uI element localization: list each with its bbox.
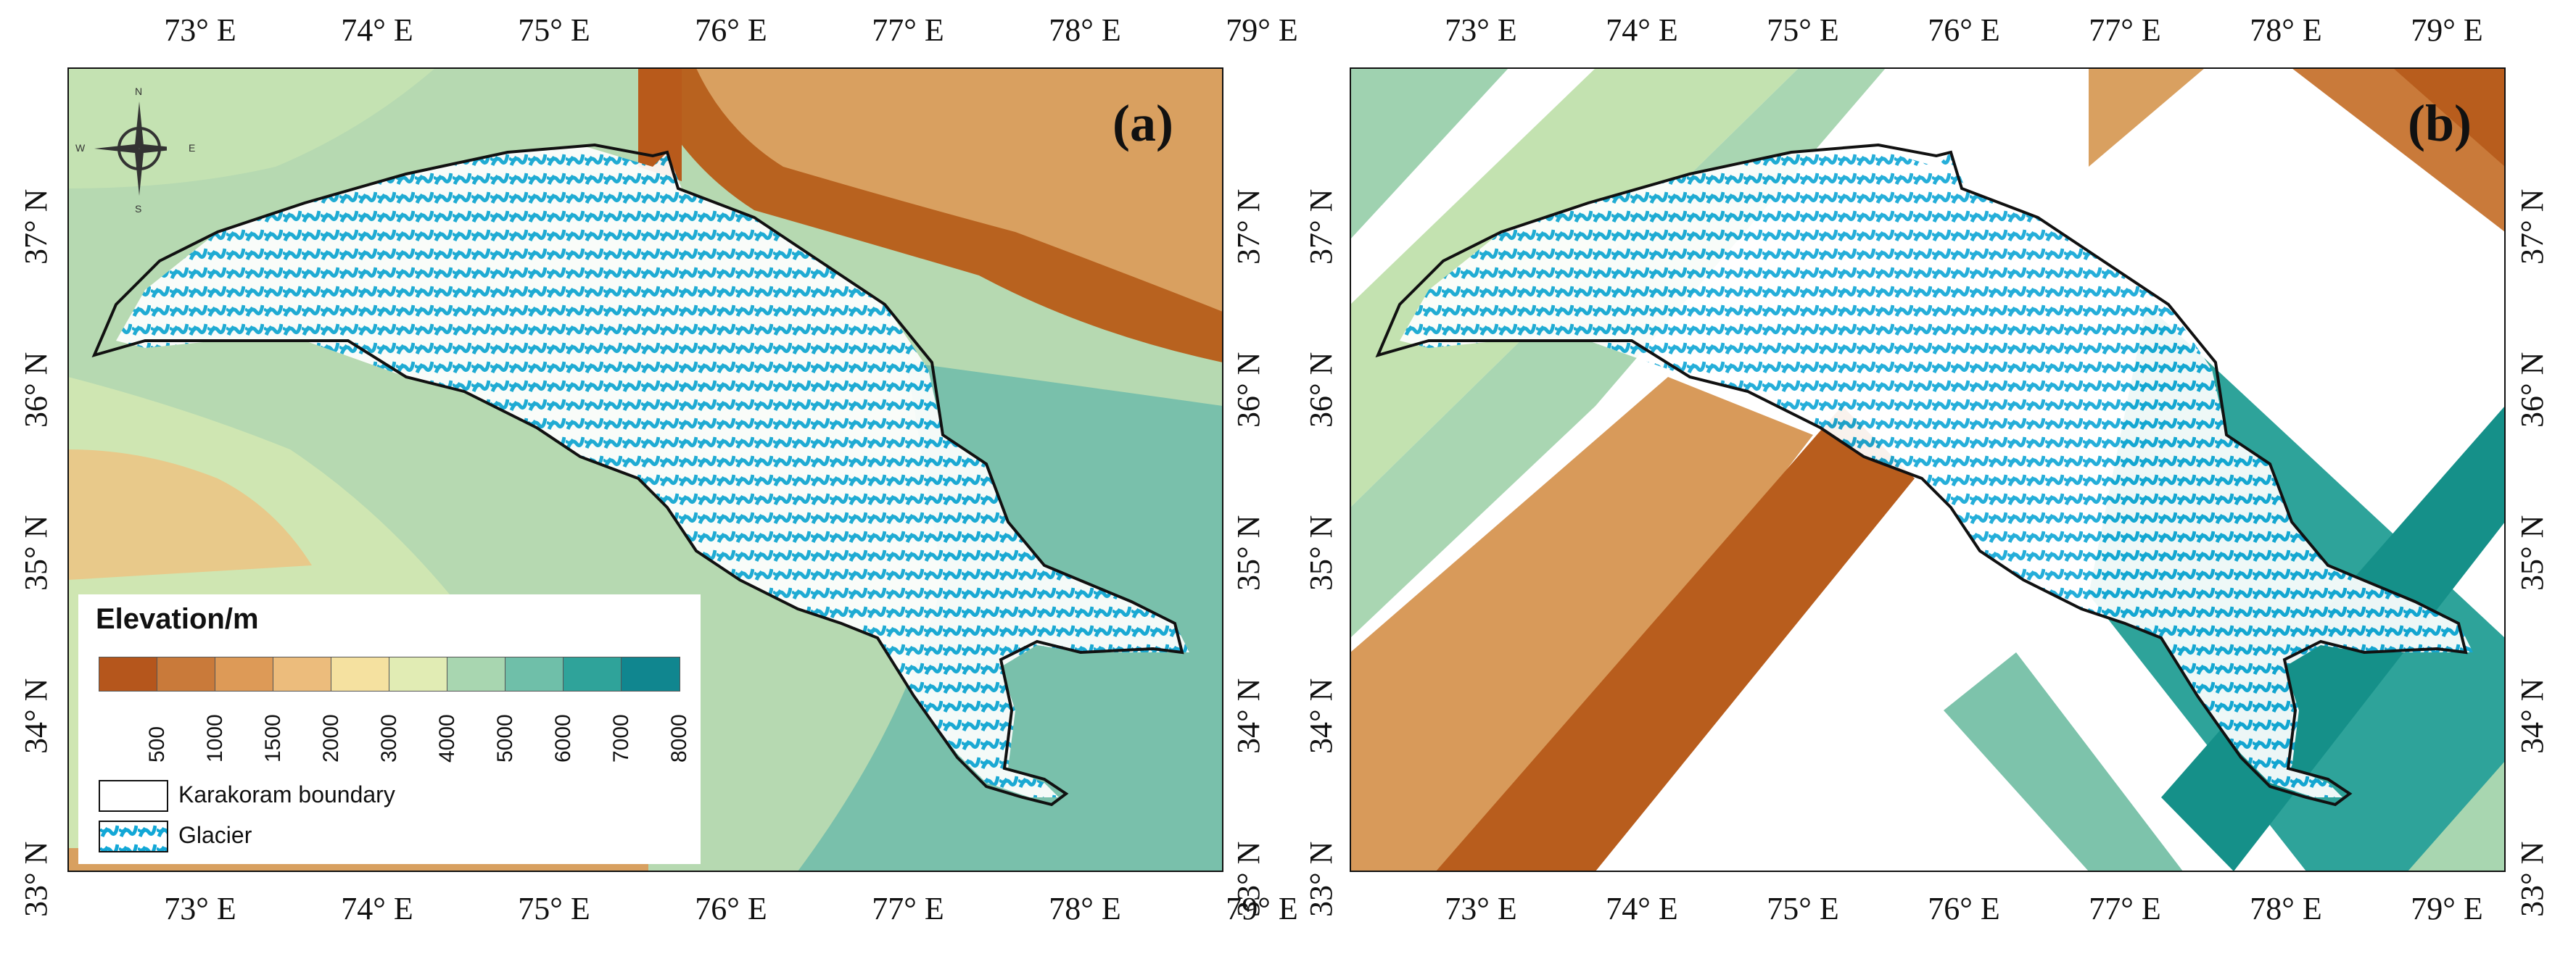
glacier-label: Glacier [178,822,252,848]
y-tick-right: 35° N [2514,515,2550,591]
y-tick-right: 36° N [1231,352,1266,428]
x-tick-top: 75° E [518,12,590,48]
compass-w: W [75,142,86,154]
x-tick-bottom: 76° E [695,891,767,926]
map-legend: Elevation/m 500 1000 1500 2000 3000 4000 5000 6… [78,594,701,864]
y-tick-left: 33° N [18,841,54,917]
y-tick-left: 36° N [18,352,54,428]
x-tick-bottom: 78° E [2250,891,2322,926]
y-tick-right: 33° N [1231,841,1266,917]
glacier-area-b [1400,145,2473,797]
legend-title: Elevation/m [96,603,259,635]
x-tick-top: 76° E [695,12,767,48]
y-tick-left: 37° N [1303,188,1339,265]
legend-break-label: 6000 [551,714,575,763]
panel-b: (b) 73° E 74° E 75° E 76° E 77° E 78° E … [1291,0,2576,959]
legend-break-label: 4000 [435,714,459,763]
y-tick-right: 33° N [2514,841,2550,917]
y-tick-left: 37° N [18,188,54,265]
x-tick-top: 73° E [1445,12,1517,48]
legend-break-label: 1500 [261,714,285,763]
y-tick-right: 37° N [1231,188,1266,265]
legend-swatch [215,657,274,692]
x-tick-bottom: 74° E [341,891,413,926]
y-tick-left: 35° N [18,515,54,591]
legend-swatch [563,657,622,692]
karakoram-boundary-a [91,143,1184,807]
legend-break-label: 1000 [203,714,227,763]
legend-break-label: 8000 [667,714,691,763]
y-tick-right: 35° N [1231,515,1266,591]
compass-e: E [189,142,196,154]
legend-swatch [273,657,332,692]
x-tick-top: 78° E [1049,12,1121,48]
x-tick-top: 77° E [2089,12,2161,48]
x-tick-bottom: 75° E [1767,891,1839,926]
legend-swatch [447,657,506,692]
x-tick-top: 77° E [872,12,944,48]
legend-swatch [505,657,564,692]
x-tick-top: 73° E [164,12,236,48]
compass-n: N [135,86,143,97]
x-tick-top: 74° E [341,12,413,48]
panel-label-a: (a) [1112,94,1173,152]
y-tick-right: 34° N [2514,678,2550,754]
x-tick-bottom: 79° E [1226,891,1298,926]
x-tick-bottom: 74° E [1606,891,1678,926]
compass-icon: N S E W [73,80,195,217]
x-tick-bottom: 77° E [872,891,944,926]
y-tick-left: 35° N [1303,515,1339,591]
legend-break-label: 500 [145,726,169,763]
legend-break-label: 5000 [493,714,517,763]
legend-break-label: 2000 [319,714,343,763]
y-tick-left: 36° N [1303,352,1339,428]
x-tick-bottom: 79° E [2411,891,2483,926]
x-tick-top: 75° E [1767,12,1839,48]
legend-swatch [99,657,158,692]
panel-label-b: (b) [2408,94,2472,152]
x-tick-bottom: 73° E [164,891,236,926]
y-tick-left: 33° N [1303,841,1339,917]
x-tick-top: 78° E [2250,12,2322,48]
x-tick-top: 74° E [1606,12,1678,48]
legend-swatch [331,657,390,692]
x-tick-bottom: 78° E [1049,891,1121,926]
legend-swatch [389,657,448,692]
boundary-swatch [99,780,168,812]
panel-a: (a) N S E W 73° E 74° E 75° E 76° E 77° … [0,0,1298,959]
map-b [1350,67,2506,872]
legend-break-label: 7000 [609,714,633,763]
legend-swatch [157,657,216,692]
karakoram-boundary-b [1375,143,2468,807]
x-tick-bottom: 75° E [518,891,590,926]
compass-s: S [135,203,142,215]
boundary-label: Karakoram boundary [178,781,395,808]
x-tick-bottom: 76° E [1928,891,2000,926]
x-tick-bottom: 77° E [2089,891,2161,926]
glacier-area-a [116,145,1189,797]
y-tick-right: 34° N [1231,678,1266,754]
legend-swatch [621,657,680,692]
glacier-swatch [99,821,168,852]
x-tick-top: 79° E [1226,12,1298,48]
y-tick-left: 34° N [18,678,54,754]
x-tick-top: 76° E [1928,12,2000,48]
y-tick-right: 37° N [2514,188,2550,265]
y-tick-right: 36° N [2514,352,2550,428]
x-tick-bottom: 73° E [1445,891,1517,926]
legend-break-label: 3000 [377,714,401,763]
x-tick-top: 79° E [2411,12,2483,48]
y-tick-left: 34° N [1303,678,1339,754]
